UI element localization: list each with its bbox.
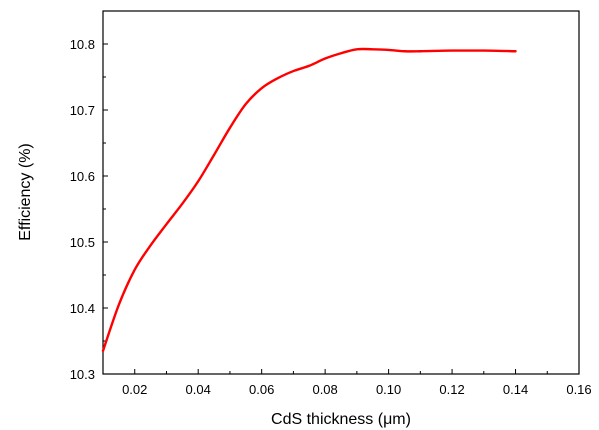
y-axis-ticks: 10.3 10.4 10.5 10.6 10.7 10.8 xyxy=(70,37,108,382)
x-tick-label: 0.06 xyxy=(249,382,274,397)
series-line-0 xyxy=(101,47,517,353)
x-tick-label: 0.16 xyxy=(566,382,591,397)
x-tick-label: 0.02 xyxy=(122,382,147,397)
y-tick-label: 10.8 xyxy=(70,37,95,52)
y-tick-label: 10.6 xyxy=(70,169,95,184)
plot-frame xyxy=(102,10,580,375)
x-axis-ticks: 0.02 0.04 0.06 0.08 0.10 0.12 0.14 0.16 xyxy=(122,369,592,397)
y-tick-label: 10.5 xyxy=(70,235,95,250)
series-layer xyxy=(101,47,517,353)
y-tick-label: 10.7 xyxy=(70,103,95,118)
x-tick-label: 0.14 xyxy=(503,382,528,397)
x-tick-label: 0.12 xyxy=(439,382,464,397)
y-tick-label: 10.4 xyxy=(70,301,95,316)
y-axis-label: Efficiency (%) xyxy=(17,143,34,241)
x-tick-label: 0.04 xyxy=(186,382,211,397)
y-tick-label: 10.3 xyxy=(70,367,95,382)
x-tick-label: 0.08 xyxy=(312,382,337,397)
x-axis-label: CdS thickness (μm) xyxy=(271,411,411,428)
x-tick-label: 0.10 xyxy=(376,382,401,397)
